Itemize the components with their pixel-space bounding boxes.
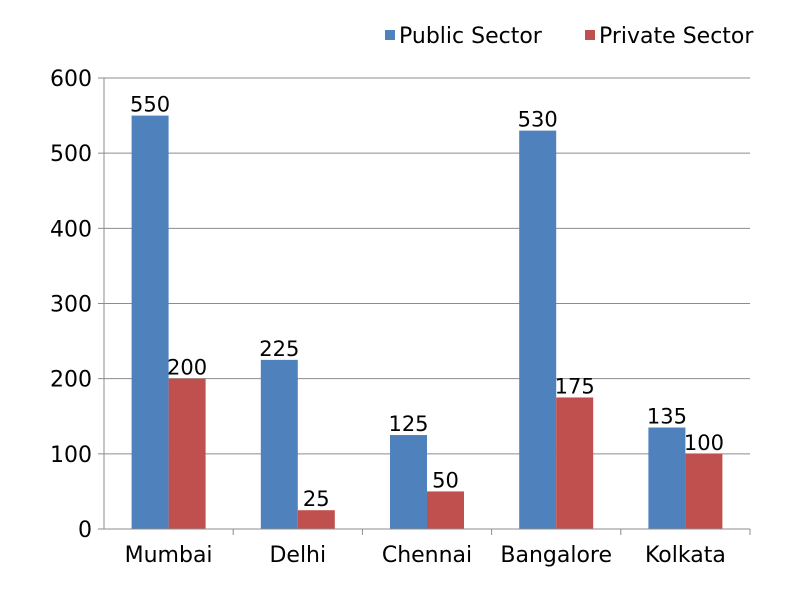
data-label: 100 — [684, 431, 724, 455]
data-label: 175 — [555, 374, 595, 398]
x-tick-label: Bangalore — [500, 543, 612, 568]
x-tick-label: Chennai — [382, 543, 472, 568]
bar-public-sector-bangalore — [519, 130, 557, 529]
data-label: 200 — [167, 356, 207, 380]
y-tick-label: 0 — [78, 518, 92, 543]
x-tick-label: Delhi — [269, 543, 326, 568]
bar-public-sector-delhi — [260, 359, 298, 529]
data-label: 530 — [518, 108, 558, 132]
bar-private-sector-chennai — [427, 491, 464, 529]
data-label: 550 — [130, 93, 170, 117]
y-tick-label: 100 — [50, 443, 92, 468]
y-tick-label: 600 — [50, 67, 92, 92]
bar-private-sector-bangalore — [556, 397, 594, 529]
legend: Public Sector Private Sector — [385, 24, 754, 49]
data-label: 225 — [259, 337, 299, 361]
data-label: 135 — [647, 405, 687, 429]
legend-swatch — [385, 30, 395, 40]
x-tick-label: Mumbai — [125, 543, 213, 568]
bar-public-sector-kolkata — [648, 427, 686, 529]
legend-label: Private Sector — [599, 24, 754, 49]
data-label: 125 — [388, 412, 428, 436]
legend-label: Public Sector — [399, 24, 543, 49]
bar-private-sector-kolkata — [685, 453, 723, 529]
bar-public-sector-chennai — [390, 435, 427, 529]
bar-private-sector-mumbai — [168, 378, 206, 529]
bar-public-sector-mumbai — [131, 115, 169, 529]
y-tick-label: 200 — [50, 368, 92, 393]
bar-private-sector-delhi — [297, 510, 335, 529]
y-tick-label: 300 — [50, 293, 92, 318]
data-label: 50 — [432, 468, 459, 492]
x-tick-label: Kolkata — [645, 543, 726, 568]
data-label: 25 — [303, 487, 330, 511]
y-tick-label: 400 — [50, 217, 92, 242]
x-axis: Mumbai Delhi Chennai Bangalore Kolkata — [104, 528, 751, 568]
y-tick-label: 500 — [50, 142, 92, 167]
legend-swatch — [585, 30, 595, 40]
gridlines — [104, 77, 750, 455]
y-axis: 0 100 200 300 400 500 600 — [50, 67, 105, 543]
